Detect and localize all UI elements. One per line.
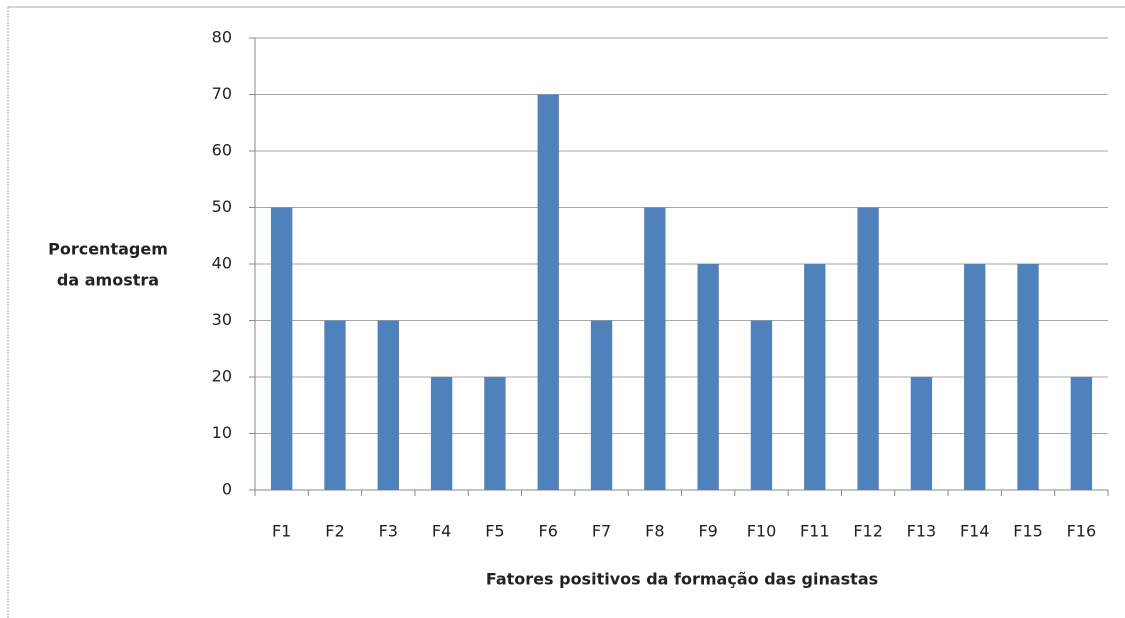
y-tick-label: 30 xyxy=(212,310,232,329)
x-tick-label: F14 xyxy=(960,522,990,541)
x-tick-label: F6 xyxy=(539,522,558,541)
bar xyxy=(590,320,613,490)
y-tick-label: 40 xyxy=(212,254,232,273)
bar xyxy=(537,94,559,490)
bar xyxy=(804,264,826,490)
bar xyxy=(857,207,879,490)
x-axis-label: Fatores positivos da formação das ginast… xyxy=(486,570,878,589)
x-tick-label: F11 xyxy=(800,522,830,541)
y-tick-label: 20 xyxy=(212,367,232,386)
x-tick-label: F4 xyxy=(432,522,451,541)
bar xyxy=(910,377,933,490)
bar xyxy=(644,207,666,490)
x-tick-label: F2 xyxy=(325,522,344,541)
bar xyxy=(1070,377,1093,490)
y-tick-label: 50 xyxy=(212,197,232,216)
y-axis-label: Porcentagem xyxy=(48,240,168,259)
x-tick-label: F9 xyxy=(698,522,717,541)
y-axis-label: da amostra xyxy=(57,271,159,290)
x-tick-label: F10 xyxy=(747,522,777,541)
bar xyxy=(324,320,346,490)
x-tick-label: F8 xyxy=(645,522,664,541)
y-tick-label: 10 xyxy=(212,423,232,442)
x-tick-label: F16 xyxy=(1067,522,1097,541)
y-tick-label: 70 xyxy=(212,84,232,103)
bar xyxy=(697,264,719,490)
x-tick-label: F13 xyxy=(907,522,937,541)
x-tick-label: F3 xyxy=(379,522,398,541)
bar xyxy=(377,320,399,490)
bar xyxy=(430,377,453,490)
bar xyxy=(270,207,293,490)
bar xyxy=(1017,264,1039,490)
x-tick-label: F15 xyxy=(1013,522,1043,541)
bar xyxy=(484,377,506,490)
y-tick-label: 0 xyxy=(222,480,232,499)
x-tick-label: F7 xyxy=(592,522,611,541)
x-tick-label: F5 xyxy=(485,522,504,541)
bar xyxy=(750,320,773,490)
y-tick-label: 80 xyxy=(212,28,232,47)
x-tick-label: F12 xyxy=(853,522,883,541)
x-tick-label: F1 xyxy=(272,522,291,541)
bar xyxy=(964,264,986,490)
y-tick-label: 60 xyxy=(212,141,232,160)
